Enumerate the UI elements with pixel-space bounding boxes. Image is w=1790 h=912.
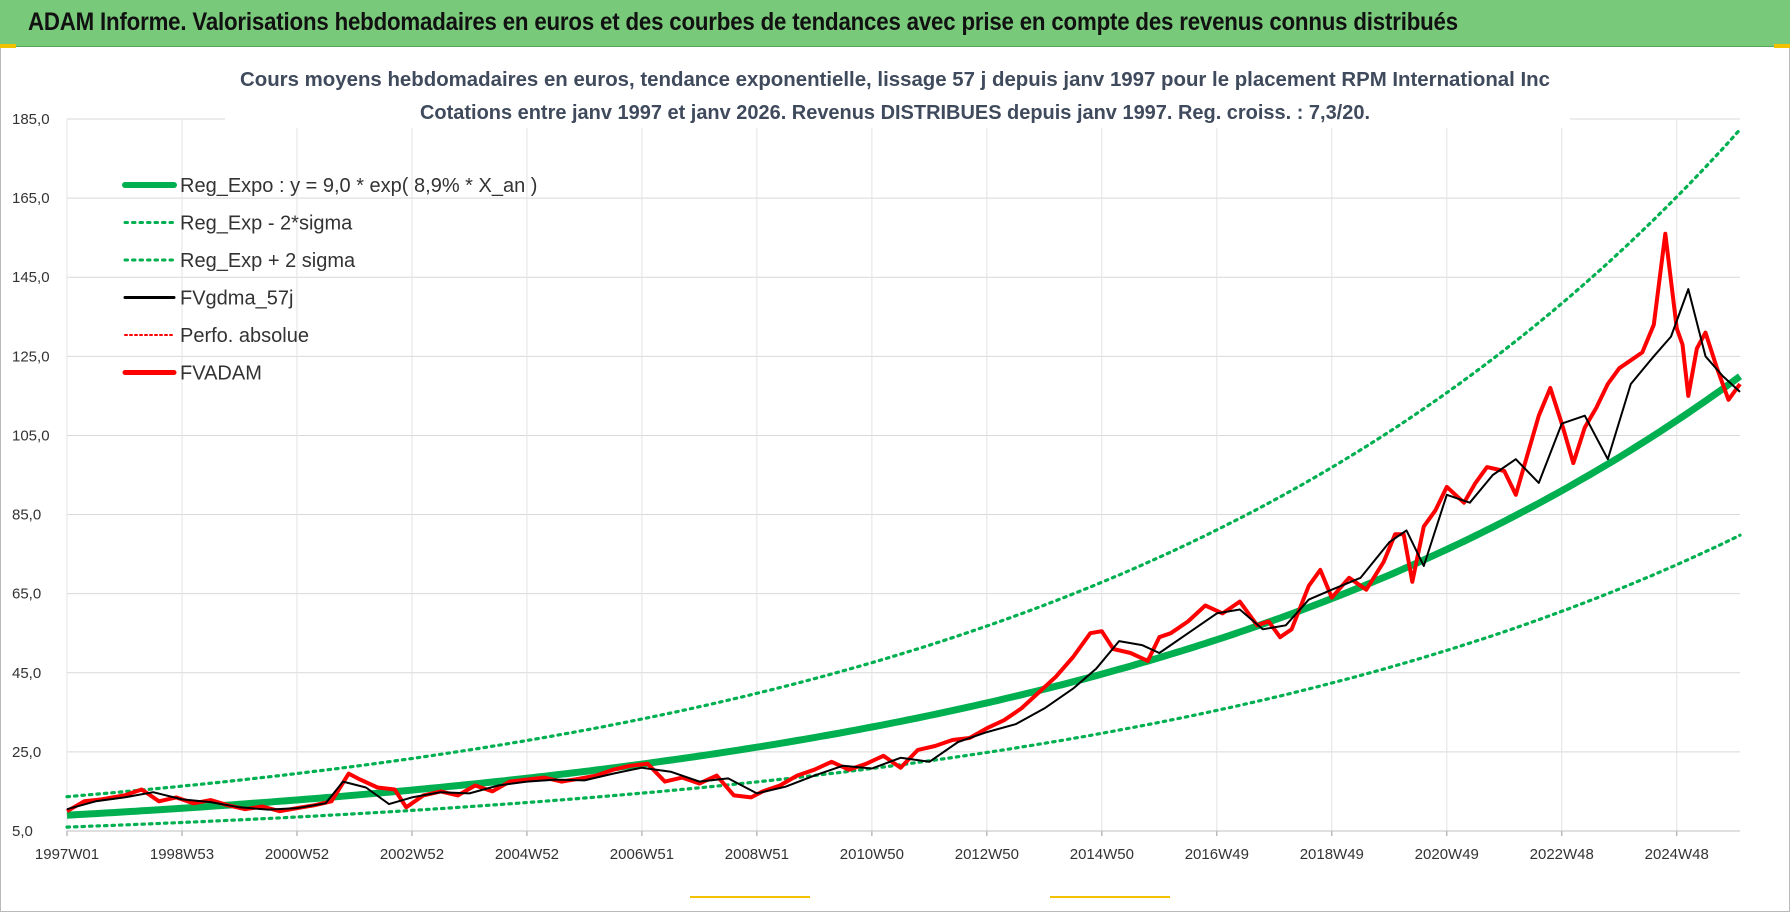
chart-subtitle: Cotations entre janv 1997 et janv 2026. …	[420, 102, 1370, 124]
series-reg-exp-minus-2sigma	[65, 533, 1742, 829]
scrollbar-mark-2	[1050, 896, 1170, 898]
y-tick-label: 5,0	[12, 823, 33, 840]
y-tick-label: 65,0	[12, 586, 41, 603]
x-tick-label: 2012W50	[955, 846, 1019, 863]
x-tick-label: 2002W52	[380, 846, 444, 863]
legend-label: Reg_Expo : y = 9,0 * exp( 8,9% * X_an )	[180, 175, 537, 197]
legend-label: Reg_Exp - 2*sigma	[180, 213, 353, 235]
x-tick-label: 2018W49	[1300, 846, 1364, 863]
y-axis-ticks: 5,0 25,0 45,0 65,0 85,0 105,0 125,0 145,0 165,0 1…	[12, 111, 50, 840]
corner-marker-top-left	[0, 44, 16, 48]
x-tick-label: 1997W01	[35, 846, 99, 863]
banner-title: ADAM Informe. Valorisations hebdomadaire…	[28, 8, 1458, 36]
corner-marker-top-right	[1774, 44, 1790, 48]
x-tick-label: 2022W48	[1530, 846, 1594, 863]
x-tick-label: 2004W52	[495, 846, 559, 863]
title-background	[225, 60, 1570, 128]
series-fvgdma-57j	[66, 288, 1741, 811]
legend-label: Perfo. absolue	[180, 325, 309, 347]
y-tick-label: 165,0	[12, 190, 50, 207]
series-fvadam	[66, 231, 1742, 814]
x-tick-label: 2024W48	[1645, 846, 1709, 863]
chart-area: 5,0 25,0 45,0 65,0 85,0 105,0 125,0 145,0 165,0 1…	[12, 60, 1743, 863]
series-reg-exp-plus-2sigma	[65, 127, 1742, 799]
x-tick-label: 2008W51	[725, 846, 789, 863]
y-tick-label: 185,0	[12, 111, 50, 128]
title-box	[225, 60, 1570, 128]
x-tick-label: 2006W51	[610, 846, 674, 863]
series-layer	[65, 127, 1743, 829]
header-banner: ADAM Informe. Valorisations hebdomadaire…	[0, 0, 1790, 47]
x-tick-label: 1998W53	[150, 846, 214, 863]
y-tick-label: 25,0	[12, 744, 41, 761]
x-tick-label: 2016W49	[1185, 846, 1249, 863]
y-tick-label: 145,0	[12, 269, 50, 286]
scrollbar-mark-1	[690, 896, 810, 898]
y-tick-label: 45,0	[12, 665, 41, 682]
y-tick-label: 105,0	[12, 427, 50, 444]
legend-label: FVADAM	[180, 363, 262, 385]
x-axis-ticks: 1997W01 1998W53 2000W52 2002W52 2004W52 2006W…	[35, 846, 1709, 863]
gridlines	[66, 118, 1740, 836]
legend-label: Reg_Exp + 2 sigma	[180, 250, 356, 272]
x-tick-label: 2010W50	[840, 846, 904, 863]
x-tick-label: 2014W50	[1070, 846, 1134, 863]
legend: Reg_Expo : y = 9,0 * exp( 8,9% * X_an ) R…	[122, 175, 537, 385]
legend-label: FVgdma_57j	[180, 288, 293, 310]
series-reg-expo	[66, 373, 1743, 819]
x-tick-label: 2020W49	[1415, 846, 1479, 863]
y-tick-label: 85,0	[12, 507, 41, 524]
x-tick-label: 2000W52	[265, 846, 329, 863]
y-tick-label: 125,0	[12, 348, 50, 365]
chart-title: Cours moyens hebdomadaires en euros, ten…	[240, 69, 1550, 91]
